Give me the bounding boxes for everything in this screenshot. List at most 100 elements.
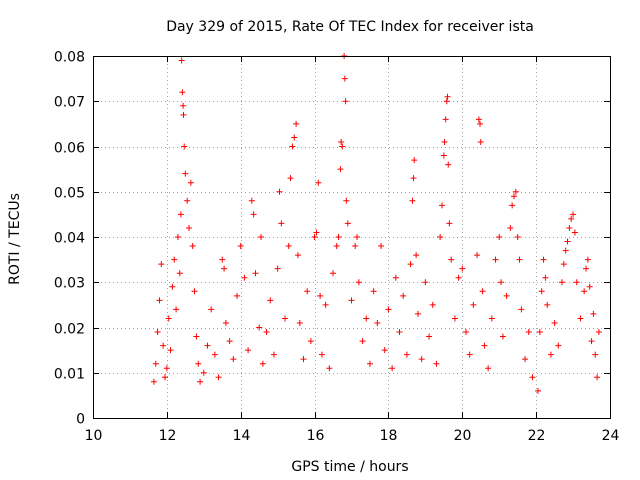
data-point <box>333 243 340 250</box>
data-point <box>338 138 345 145</box>
data-point <box>174 234 181 240</box>
data-point <box>577 315 584 322</box>
data-point <box>479 288 486 295</box>
data-point <box>158 261 165 268</box>
y-tick-label: 0.05 <box>54 186 85 202</box>
data-point <box>219 256 226 263</box>
data-point <box>177 211 184 218</box>
data-point <box>250 211 257 218</box>
y-tick-label: 0.01 <box>54 367 85 383</box>
data-point <box>294 252 301 259</box>
data-point <box>570 211 577 218</box>
y-tick-label: 0.04 <box>54 231 85 247</box>
data-point <box>474 252 481 259</box>
data-point <box>197 378 204 385</box>
data-point <box>291 134 298 141</box>
data-point <box>162 374 169 381</box>
data-point <box>348 297 355 304</box>
data-point <box>481 342 488 349</box>
data-point <box>156 297 163 304</box>
data-point <box>437 234 444 240</box>
data-point <box>525 329 532 336</box>
data-point <box>568 215 575 222</box>
data-point <box>590 310 597 317</box>
data-point <box>165 315 172 322</box>
data-point <box>252 270 259 277</box>
data-point <box>503 292 510 299</box>
x-tick-label: 20 <box>454 428 472 444</box>
data-point <box>438 202 445 209</box>
data-point <box>221 265 228 272</box>
data-point <box>171 256 178 263</box>
data-point <box>414 310 421 317</box>
data-point <box>413 252 420 259</box>
data-point <box>510 193 517 200</box>
data-point <box>422 279 429 286</box>
data-point <box>477 120 484 127</box>
data-point <box>354 234 361 240</box>
data-point <box>488 315 495 322</box>
data-point <box>389 365 396 372</box>
data-point <box>296 319 303 326</box>
data-point <box>178 57 185 64</box>
data-point <box>160 342 167 349</box>
data-point <box>455 274 462 281</box>
data-point <box>222 319 229 326</box>
data-point <box>592 351 599 358</box>
data-point <box>441 138 448 145</box>
data-point <box>433 360 440 367</box>
data-point <box>595 329 602 336</box>
data-point <box>400 292 407 299</box>
data-point <box>270 351 277 358</box>
data-point <box>285 243 292 250</box>
data-point <box>418 356 425 363</box>
data-point <box>538 288 545 295</box>
data-point <box>540 256 547 263</box>
data-point <box>215 374 222 381</box>
data-point <box>359 338 366 345</box>
data-point <box>180 102 187 109</box>
y-tick-label: 0.07 <box>54 95 85 111</box>
data-point <box>542 274 549 281</box>
data-point <box>492 256 499 263</box>
axes-layer: 10 12 14 16 18 20 22 24 0 0.01 0.02 0.03 0.04 0.05 0.0… <box>54 50 620 445</box>
data-point <box>366 360 373 367</box>
chart-title: Day 329 of 2015, Rate Of TEC Index for r… <box>166 19 534 35</box>
data-point <box>363 315 370 322</box>
data-point <box>211 351 218 358</box>
data-point <box>477 138 484 145</box>
data-point <box>179 89 186 96</box>
data-point <box>470 301 477 308</box>
data-point <box>446 220 453 227</box>
data-point <box>256 324 263 331</box>
data-point <box>410 175 417 182</box>
data-point <box>293 120 300 127</box>
data-point <box>315 179 322 186</box>
data-point <box>267 297 274 304</box>
data-point <box>191 288 198 295</box>
y-tick-label: 0.03 <box>54 276 85 292</box>
data-point <box>248 197 255 204</box>
data-point <box>426 333 433 340</box>
data-point <box>547 351 554 358</box>
data-point <box>512 188 519 195</box>
data-point <box>411 157 418 164</box>
data-point <box>551 319 558 326</box>
data-point <box>560 261 567 268</box>
data-point <box>317 292 324 299</box>
data-point <box>237 243 244 250</box>
data-point <box>466 351 473 358</box>
data-point <box>588 338 595 345</box>
data-point <box>522 356 529 363</box>
data-point <box>516 256 523 263</box>
y-tick-label: 0 <box>76 412 85 428</box>
data-point <box>370 288 377 295</box>
data-point <box>444 93 451 100</box>
data-point <box>241 274 248 281</box>
data-point <box>475 116 482 123</box>
data-point <box>378 243 385 250</box>
data-point <box>529 374 536 381</box>
data-point <box>287 175 294 182</box>
